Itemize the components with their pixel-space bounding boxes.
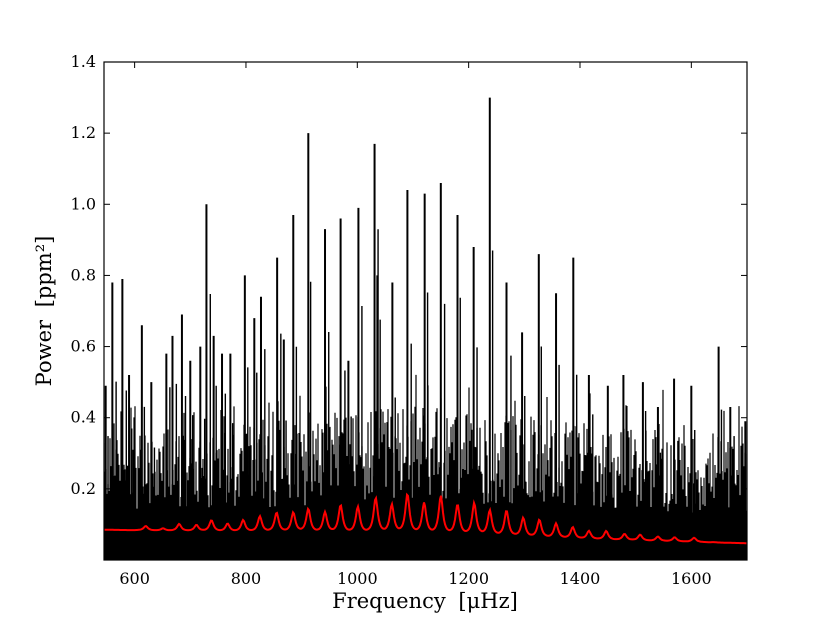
red-fit-series	[104, 492, 747, 545]
spectrum-noise-fill	[104, 374, 747, 560]
x-tick-label: 1600	[671, 569, 712, 588]
y-tick-label: 0.2	[71, 479, 96, 498]
x-tick-label: 1000	[337, 569, 378, 588]
y-tick-label: 0.6	[71, 337, 96, 356]
black-spectrum-peaks	[104, 97, 747, 560]
y-tick-label: 1.0	[71, 194, 96, 213]
y-axis-label: Power	[32, 319, 56, 386]
x-tick-label: 600	[119, 569, 150, 588]
x-axis-title: Frequency [μHz]	[332, 589, 518, 613]
y-tick-label: 1.4	[71, 52, 96, 71]
x-axis-label: Frequency	[332, 589, 446, 613]
x-tick-label: 1400	[560, 569, 601, 588]
plot-frame	[103, 61, 748, 561]
y-tick-label: 0.8	[71, 265, 96, 284]
y-axis-title: Power [ppm²]	[32, 236, 56, 387]
x-axis-ticks: 600 800 1000 1200 1400 1600	[119, 62, 712, 588]
y-axis-unit: [ppm²]	[32, 236, 56, 308]
y-tick-label: 0.4	[71, 408, 96, 427]
x-axis-unit: [μHz]	[458, 589, 517, 613]
x-tick-label: 800	[231, 569, 262, 588]
black-spectrum-series	[104, 374, 747, 560]
x-tick-label: 1200	[448, 569, 489, 588]
y-axis-ticks: 0.2 0.4 0.6 0.8 1.0 1.2 1.4	[71, 52, 747, 498]
y-tick-label: 1.2	[71, 123, 96, 142]
